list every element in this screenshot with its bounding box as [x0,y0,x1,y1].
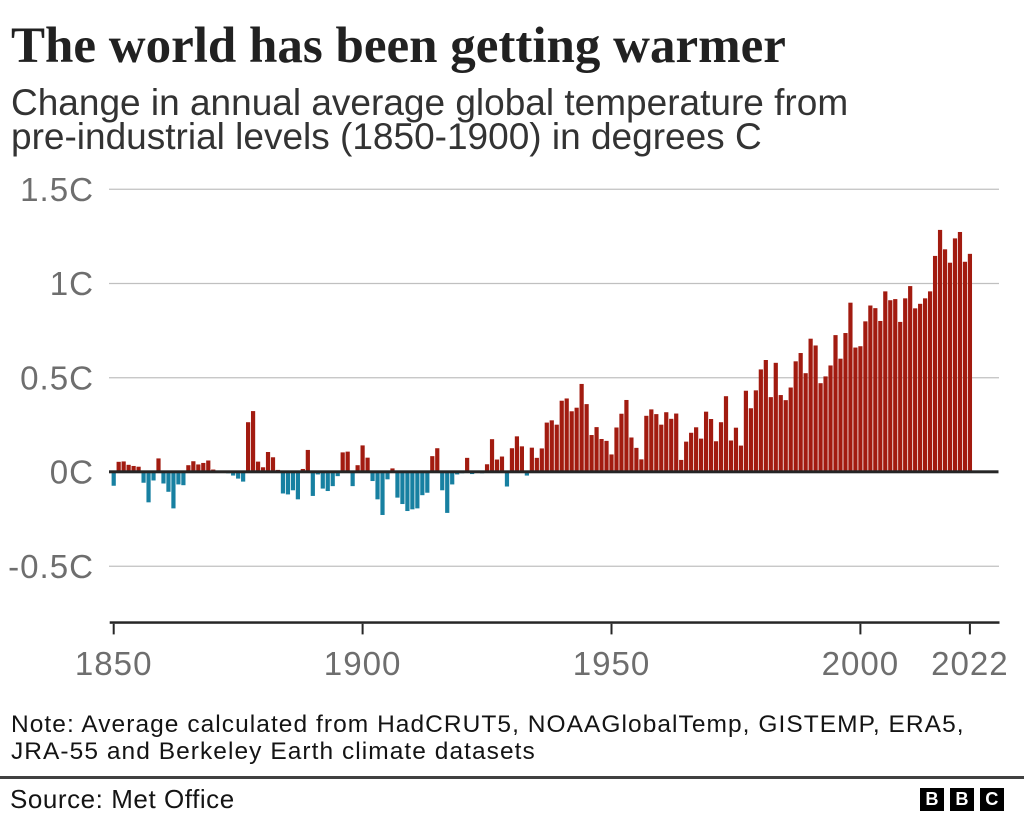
svg-text:1.5C: 1.5C [20,172,94,209]
svg-text:0.5C: 0.5C [20,360,94,397]
svg-text:1950: 1950 [573,646,651,683]
svg-text:-0.5C: -0.5C [8,549,94,586]
svg-text:2022: 2022 [931,646,1009,683]
svg-text:1900: 1900 [324,646,402,683]
svg-text:0C: 0C [50,455,94,492]
svg-text:1850: 1850 [75,646,153,683]
svg-text:2000: 2000 [822,646,900,683]
svg-text:1C: 1C [50,266,94,303]
